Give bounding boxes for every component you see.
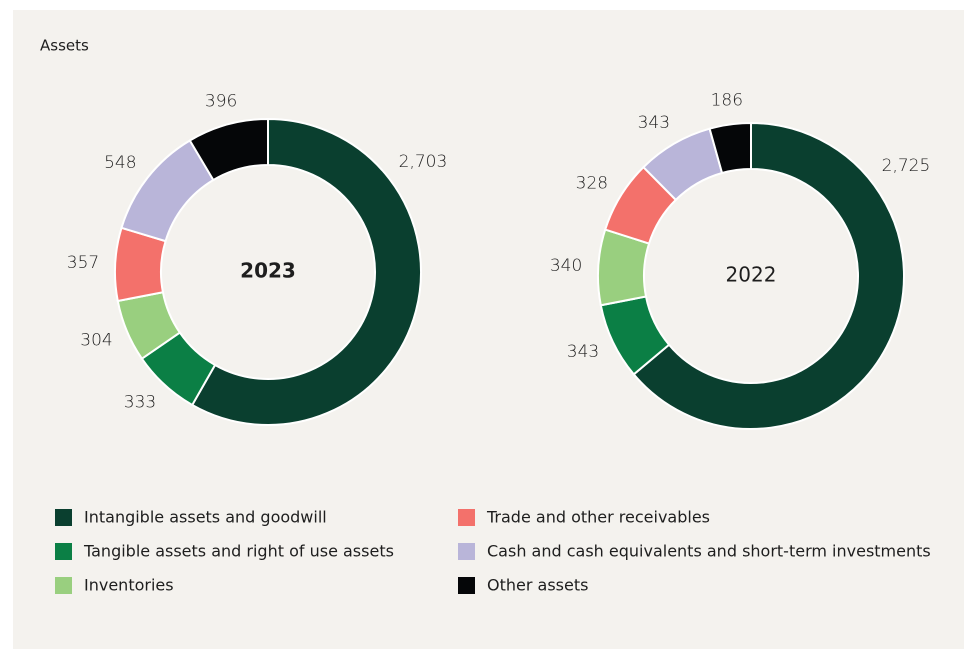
legend-label: Intangible assets and goodwill: [84, 508, 327, 527]
legend-swatch: [458, 509, 475, 526]
value-label: 548: [104, 153, 136, 173]
donut-center-label: 2023: [240, 259, 296, 283]
legend-label: Inventories: [84, 576, 174, 595]
donut-slice: [190, 117, 422, 426]
donut-center-label: 2022: [726, 263, 777, 287]
value-label: 343: [638, 113, 670, 133]
value-label: 186: [711, 91, 743, 111]
legend-label: Cash and cash equivalents and short-term…: [487, 542, 931, 561]
legend-swatch: [55, 509, 72, 526]
value-label: 343: [567, 342, 599, 362]
legend-label: Other assets: [487, 576, 588, 595]
value-label: 396: [205, 91, 237, 111]
value-label: 2,703: [399, 152, 448, 172]
donut-slice: [632, 121, 905, 430]
legend-label: Tangible assets and right of use assets: [83, 542, 394, 561]
value-label: 2,725: [882, 156, 931, 176]
legend-swatch: [55, 543, 72, 560]
value-label: 304: [80, 330, 112, 350]
value-label: 328: [576, 174, 608, 194]
donut-slice: [188, 117, 269, 182]
legend-swatch: [458, 577, 475, 594]
panel-title: Assets: [40, 37, 89, 55]
legend-swatch: [55, 577, 72, 594]
donut-slice: [708, 121, 752, 175]
value-label: 333: [124, 392, 156, 412]
value-label: 357: [67, 253, 99, 273]
legend-swatch: [458, 543, 475, 560]
legend-label: Trade and other receivables: [486, 508, 710, 527]
value-label: 340: [550, 256, 582, 276]
